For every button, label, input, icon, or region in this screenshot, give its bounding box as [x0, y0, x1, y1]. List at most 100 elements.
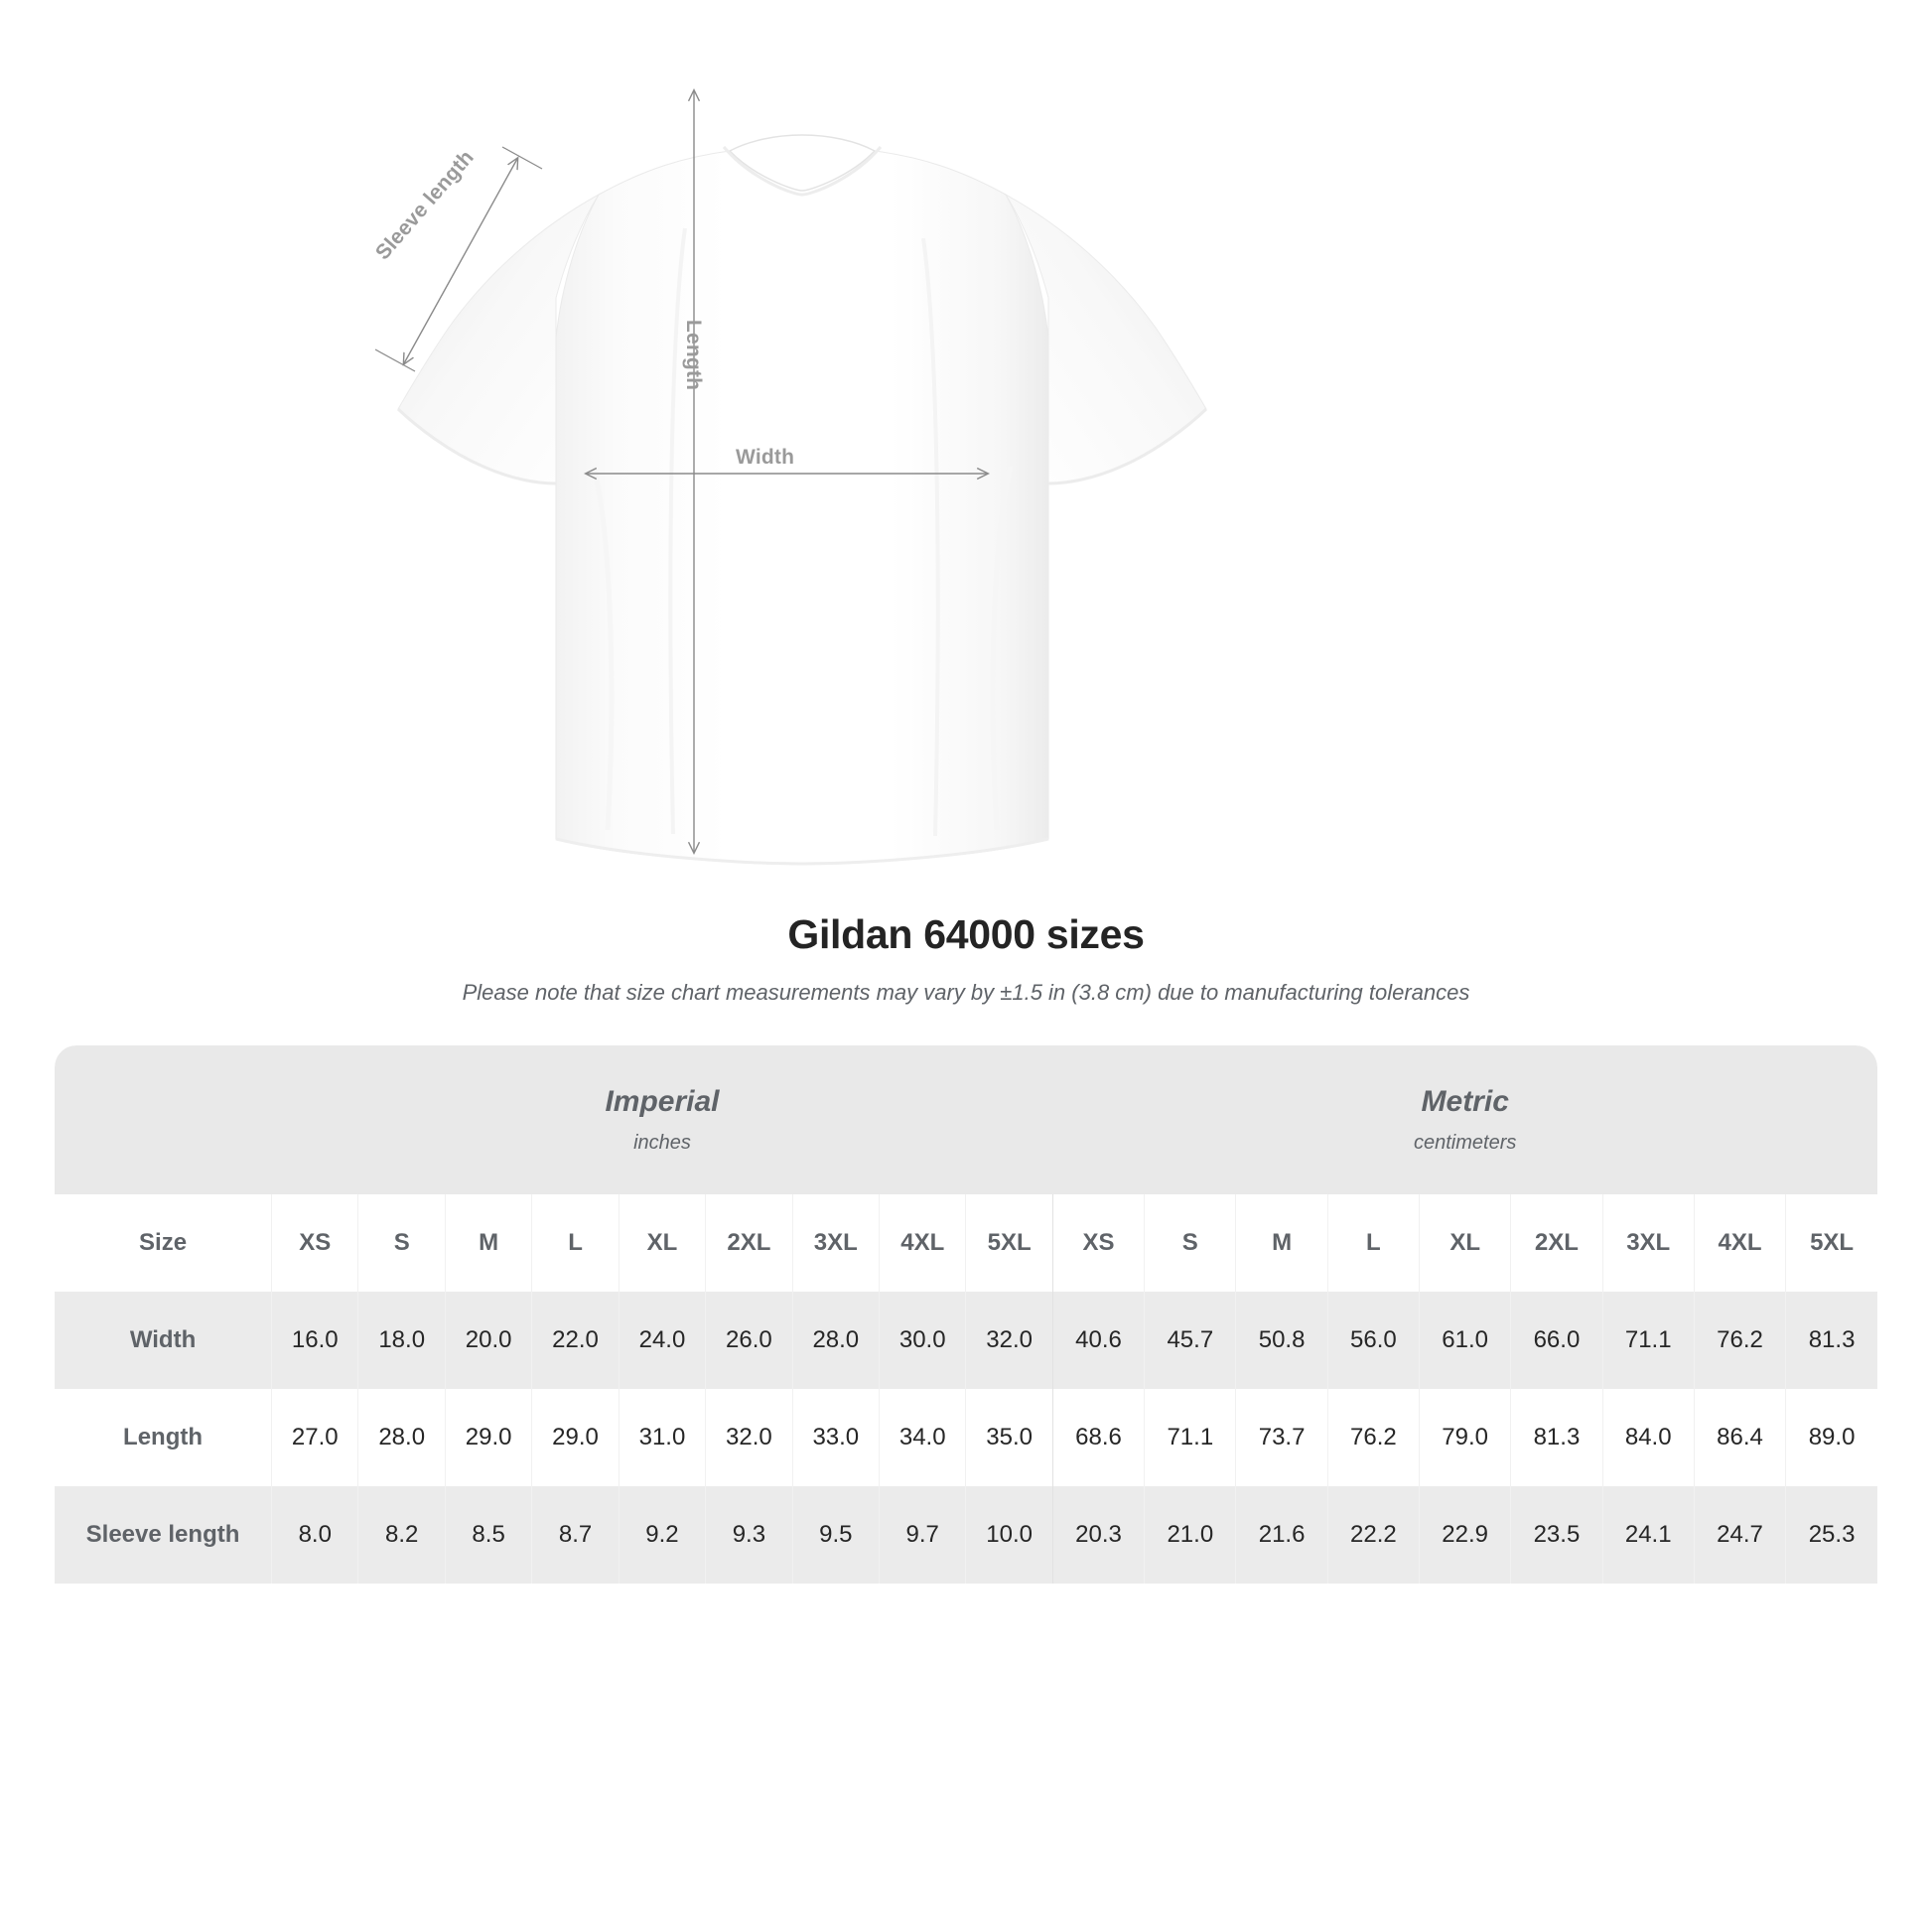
value-cell: 18.0 — [357, 1292, 446, 1389]
size-cell: 3XL — [1601, 1194, 1695, 1292]
table-row: Length 27.0 28.0 29.0 29.0 31.0 32.0 33.… — [55, 1389, 1877, 1486]
system-unit-imperial: inches — [633, 1132, 691, 1154]
table-row: Sleeve length 8.0 8.2 8.5 8.7 9.2 9.3 9.… — [55, 1486, 1877, 1584]
system-header-blank — [55, 1045, 272, 1194]
value-cell: 8.0 — [271, 1486, 358, 1584]
value-cell: 20.3 — [1051, 1486, 1145, 1584]
value-cell: 8.7 — [531, 1486, 620, 1584]
value-cell: 22.9 — [1419, 1486, 1511, 1584]
value-cell: 29.0 — [531, 1389, 620, 1486]
value-cell: 20.0 — [444, 1292, 532, 1389]
size-cell: S — [1144, 1194, 1236, 1292]
size-cell: 5XL — [965, 1194, 1053, 1292]
value-cell: 31.0 — [618, 1389, 706, 1486]
size-cell: 3XL — [791, 1194, 880, 1292]
value-cell: 23.5 — [1510, 1486, 1603, 1584]
table-row: Width 16.0 18.0 20.0 22.0 24.0 26.0 28.0… — [55, 1292, 1877, 1389]
sleeve-length-dimension-arrow — [404, 159, 517, 363]
value-cell: 76.2 — [1693, 1292, 1786, 1389]
value-cell: 68.6 — [1051, 1389, 1145, 1486]
tshirt-measurement-diagram: Sleeve length Length Width — [0, 0, 1932, 894]
value-cell: 34.0 — [879, 1389, 966, 1486]
value-cell: 9.3 — [705, 1486, 793, 1584]
row-header-size: Size — [55, 1194, 272, 1292]
value-cell: 32.0 — [705, 1389, 793, 1486]
size-cell: M — [1235, 1194, 1328, 1292]
value-cell: 81.3 — [1785, 1292, 1877, 1389]
value-cell: 8.5 — [444, 1486, 532, 1584]
value-cell: 9.2 — [618, 1486, 706, 1584]
size-cell: M — [444, 1194, 532, 1292]
size-cell: XL — [1419, 1194, 1511, 1292]
system-name-metric: Metric — [1421, 1085, 1509, 1118]
size-cell: L — [1326, 1194, 1420, 1292]
value-cell: 24.7 — [1693, 1486, 1786, 1584]
value-cell: 66.0 — [1510, 1292, 1603, 1389]
system-unit-metric: centimeters — [1414, 1132, 1517, 1154]
tolerance-note: Please note that size chart measurements… — [462, 980, 1470, 1005]
value-cell: 21.6 — [1235, 1486, 1328, 1584]
size-cell: 2XL — [705, 1194, 793, 1292]
value-cell: 73.7 — [1235, 1389, 1328, 1486]
sleeve-tick-upper — [501, 146, 543, 170]
value-cell: 89.0 — [1785, 1389, 1877, 1486]
table-row-size: Size XS S M L XL 2XL 3XL 4XL 5XL XS S M … — [55, 1194, 1877, 1292]
value-cell: 8.2 — [357, 1486, 446, 1584]
value-cell: 24.0 — [618, 1292, 706, 1389]
value-cell: 30.0 — [879, 1292, 966, 1389]
value-cell: 28.0 — [791, 1292, 880, 1389]
width-label: Width — [736, 446, 795, 469]
length-label: Length — [682, 320, 705, 391]
size-cell: L — [531, 1194, 620, 1292]
size-cell: 2XL — [1510, 1194, 1603, 1292]
size-cell: 4XL — [879, 1194, 966, 1292]
value-cell: 79.0 — [1419, 1389, 1511, 1486]
value-cell: 71.1 — [1601, 1292, 1695, 1389]
value-cell: 26.0 — [705, 1292, 793, 1389]
value-cell: 16.0 — [271, 1292, 358, 1389]
size-chart-table-container: Imperial inches Metric centimeters Size … — [55, 1045, 1877, 1584]
value-cell: 21.0 — [1144, 1486, 1236, 1584]
unit-system-header-row: Imperial inches Metric centimeters — [55, 1045, 1877, 1194]
chart-title-block: Gildan 64000 sizes Please note that size… — [0, 911, 1932, 1006]
size-cell: S — [357, 1194, 446, 1292]
size-cell: XL — [618, 1194, 706, 1292]
size-cell: XS — [1051, 1194, 1145, 1292]
value-cell: 56.0 — [1326, 1292, 1420, 1389]
value-cell: 33.0 — [791, 1389, 880, 1486]
value-cell: 40.6 — [1051, 1292, 1145, 1389]
tshirt-icon — [374, 0, 1208, 866]
value-cell: 32.0 — [965, 1292, 1053, 1389]
system-name-imperial: Imperial — [605, 1085, 720, 1118]
value-cell: 28.0 — [357, 1389, 446, 1486]
size-cell: 5XL — [1785, 1194, 1877, 1292]
size-cell: 4XL — [1693, 1194, 1786, 1292]
value-cell: 84.0 — [1601, 1389, 1695, 1486]
value-cell: 22.0 — [531, 1292, 620, 1389]
value-cell: 61.0 — [1419, 1292, 1511, 1389]
value-cell: 29.0 — [444, 1389, 532, 1486]
row-header-width: Width — [55, 1292, 272, 1389]
value-cell: 45.7 — [1144, 1292, 1236, 1389]
value-cell: 86.4 — [1693, 1389, 1786, 1486]
sleeve-tick-lower — [374, 348, 416, 372]
value-cell: 50.8 — [1235, 1292, 1328, 1389]
system-header-imperial: Imperial inches — [271, 1045, 1053, 1194]
tshirt-illustration: Sleeve length Length Width — [0, 0, 1932, 894]
value-cell: 22.2 — [1326, 1486, 1420, 1584]
value-cell: 9.5 — [791, 1486, 880, 1584]
page-title: Gildan 64000 sizes — [787, 911, 1145, 957]
value-cell: 27.0 — [271, 1389, 358, 1486]
value-cell: 35.0 — [965, 1389, 1053, 1486]
value-cell: 9.7 — [879, 1486, 966, 1584]
value-cell: 25.3 — [1785, 1486, 1877, 1584]
value-cell: 71.1 — [1144, 1389, 1236, 1486]
row-header-sleeve-length: Sleeve length — [55, 1486, 272, 1584]
row-header-length: Length — [55, 1389, 272, 1486]
value-cell: 76.2 — [1326, 1389, 1420, 1486]
system-header-metric: Metric centimeters — [1052, 1045, 1877, 1194]
value-cell: 81.3 — [1510, 1389, 1603, 1486]
value-cell: 24.1 — [1601, 1486, 1695, 1584]
size-cell: XS — [271, 1194, 358, 1292]
value-cell: 10.0 — [965, 1486, 1053, 1584]
